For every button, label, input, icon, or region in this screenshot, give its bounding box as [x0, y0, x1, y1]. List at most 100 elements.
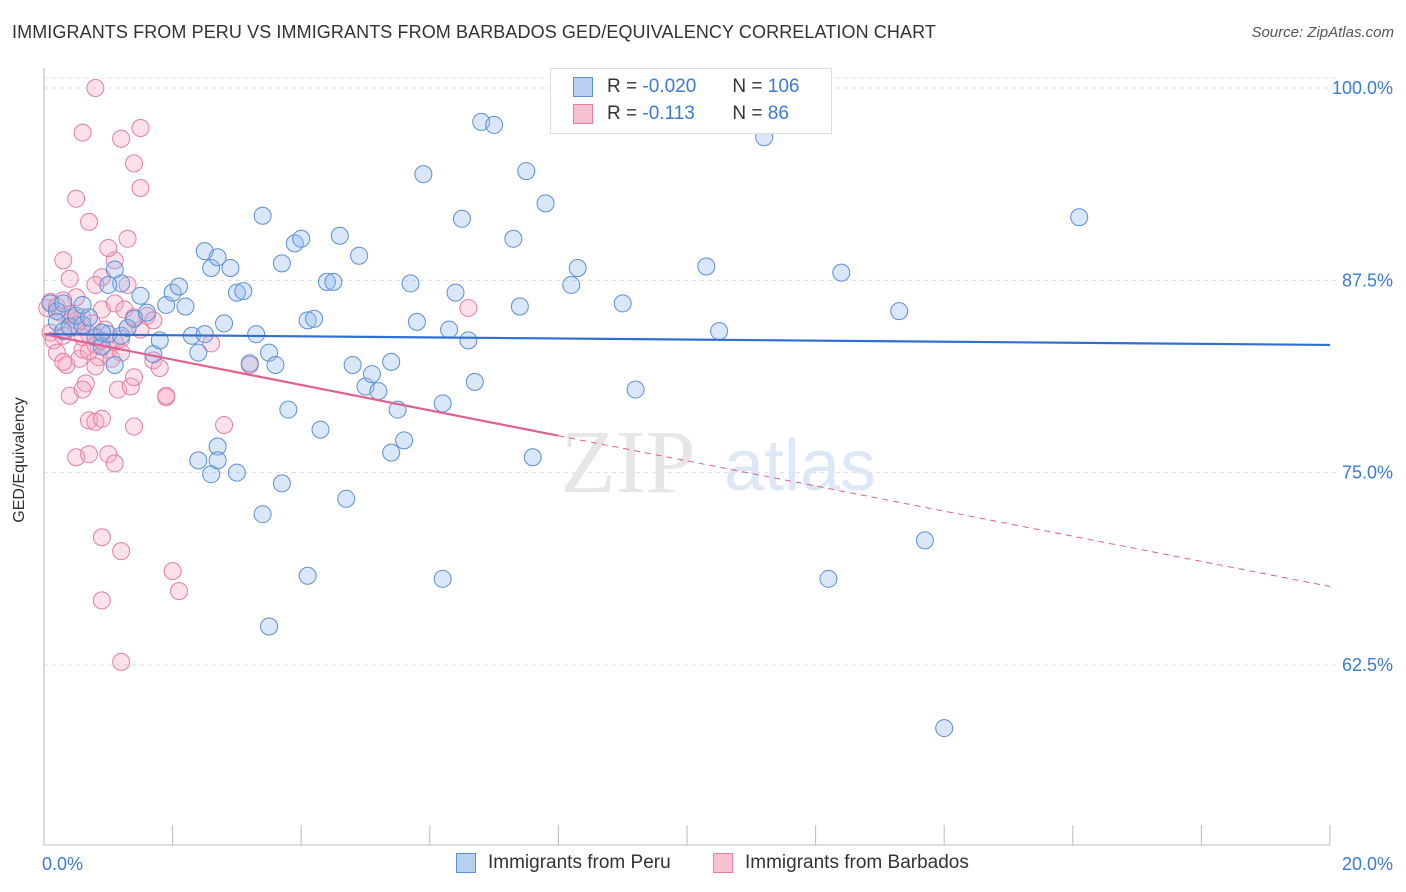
- data-point-peru: [227, 463, 246, 482]
- x-tick-label: 20.0%: [1342, 854, 1393, 874]
- data-point-peru: [317, 272, 336, 291]
- data-point-peru: [452, 209, 471, 228]
- data-point-barbados: [80, 212, 99, 231]
- data-point-peru: [510, 297, 529, 316]
- bottom-legend-label-barbados: Immigrants from Barbados: [745, 852, 969, 873]
- data-point-peru: [465, 372, 484, 391]
- data-point-peru: [92, 323, 111, 342]
- data-point-peru: [73, 295, 92, 314]
- data-point-barbados: [125, 154, 144, 173]
- data-point-barbados: [86, 275, 105, 294]
- data-point-barbados: [54, 352, 73, 371]
- legend-r-label: R =: [607, 103, 638, 124]
- data-point-peru: [613, 294, 632, 313]
- data-point-peru: [562, 275, 581, 294]
- chart-title: IMMIGRANTS FROM PERU VS IMMIGRANTS FROM …: [12, 22, 936, 42]
- data-point-peru: [504, 229, 523, 248]
- data-point-peru: [832, 263, 851, 282]
- data-point-peru: [536, 194, 555, 213]
- data-point-peru: [414, 165, 433, 184]
- data-point-peru: [433, 394, 452, 413]
- data-point-peru: [305, 309, 324, 328]
- data-point-peru: [401, 274, 420, 293]
- data-point-barbados: [92, 409, 111, 428]
- data-point-peru: [240, 354, 259, 373]
- data-point-peru: [337, 489, 356, 508]
- series-barbados-points: [38, 79, 478, 671]
- legend-swatch-peru: [573, 77, 593, 97]
- data-point-barbados: [131, 179, 150, 198]
- data-point-peru: [247, 325, 266, 344]
- data-point-peru: [523, 448, 542, 467]
- data-point-peru: [67, 306, 86, 325]
- data-point-peru: [272, 254, 291, 273]
- source-label: Source: ZipAtlas.com: [1251, 24, 1394, 41]
- watermark-atlas: atlas: [724, 426, 876, 506]
- trend-line-barbados: [43, 333, 559, 437]
- data-point-peru: [221, 259, 240, 278]
- data-point-peru: [189, 343, 208, 362]
- data-point-peru: [440, 320, 459, 339]
- data-point-barbados: [92, 528, 111, 547]
- data-point-peru: [170, 277, 189, 296]
- data-point-barbados: [215, 415, 234, 434]
- data-point-peru: [819, 569, 838, 588]
- trend-lines: [43, 333, 1331, 588]
- data-point-peru: [99, 275, 118, 294]
- bottom-legend-swatch-barbados: [713, 853, 733, 873]
- legend-row-barbados: R = -0.113 N = 86: [573, 102, 789, 126]
- data-point-barbados: [67, 189, 86, 208]
- legend-n-value-peru: 106: [767, 76, 800, 97]
- data-point-peru: [266, 355, 285, 374]
- y-tick-label: 100.0%: [1332, 78, 1393, 98]
- data-point-peru: [298, 566, 317, 585]
- data-point-peru: [234, 282, 253, 301]
- data-point-peru: [195, 325, 214, 344]
- data-point-barbados: [118, 275, 137, 294]
- stats-legend: R = -0.020 N = 106 R = -0.113 N = 86: [550, 68, 832, 134]
- data-point-peru: [330, 226, 349, 245]
- data-point-barbados: [105, 294, 124, 313]
- data-point-peru: [568, 259, 587, 278]
- data-point-peru: [189, 451, 208, 470]
- data-point-barbados: [112, 542, 131, 561]
- trend-line-peru: [43, 333, 1331, 347]
- watermark: ZIP atlas: [561, 413, 877, 512]
- data-point-peru: [215, 314, 234, 333]
- legend-r-value-barbados: -0.113: [642, 103, 695, 124]
- data-point-peru: [350, 246, 369, 265]
- data-point-peru: [935, 719, 954, 738]
- bottom-legend-peru[interactable]: Immigrants from Peru: [456, 852, 671, 874]
- data-point-peru: [54, 294, 73, 313]
- data-point-barbados: [125, 417, 144, 436]
- data-point-peru: [105, 260, 124, 279]
- data-point-peru: [208, 451, 227, 470]
- x-tick-label: 0.0%: [42, 854, 83, 874]
- data-point-peru: [395, 431, 414, 450]
- data-point-barbados: [80, 411, 99, 430]
- x-tick-labels: 0.0% 20.0%: [42, 854, 1393, 874]
- data-point-peru: [208, 248, 227, 267]
- data-point-barbados: [459, 299, 478, 318]
- data-point-barbados: [170, 582, 189, 601]
- data-point-barbados: [131, 119, 150, 138]
- data-point-peru: [311, 420, 330, 439]
- bottom-legend-barbados[interactable]: Immigrants from Barbados: [713, 852, 969, 874]
- data-point-peru: [369, 382, 388, 401]
- legend-n-value-barbados: 86: [767, 103, 789, 124]
- y-tick-label: 75.0%: [1342, 463, 1393, 483]
- data-point-peru: [202, 259, 221, 278]
- data-point-peru: [407, 312, 426, 331]
- data-point-peru: [915, 531, 934, 550]
- data-point-barbados: [163, 562, 182, 581]
- data-point-peru: [137, 303, 156, 322]
- data-point-barbados: [86, 357, 105, 376]
- legend-r-label: R =: [607, 76, 638, 97]
- data-point-peru: [1070, 208, 1089, 227]
- data-point-peru: [362, 365, 381, 384]
- y-tick-labels: 62.5% 75.0% 87.5% 100.0%: [1332, 78, 1393, 675]
- legend-n-label: N =: [732, 103, 763, 124]
- data-point-barbados: [118, 229, 137, 248]
- data-point-peru: [176, 297, 195, 316]
- data-point-peru: [272, 474, 291, 493]
